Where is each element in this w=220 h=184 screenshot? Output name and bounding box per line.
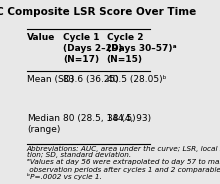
Text: ᵃValues at day 56 were extrapolated to day 57 to make the: ᵃValues at day 56 were extrapolated to d…	[27, 159, 220, 165]
Text: Abbreviations: AUC, area under the curve; LSR, local skin reac-: Abbreviations: AUC, area under the curve…	[27, 146, 220, 152]
Text: tion; SD, standard deviation.: tion; SD, standard deviation.	[27, 152, 131, 158]
Text: 40.5 (28.05)ᵇ: 40.5 (28.05)ᵇ	[107, 75, 166, 84]
Text: Value: Value	[27, 33, 55, 42]
Text: Cycle 1
(Days 2–29)
(N=17): Cycle 1 (Days 2–29) (N=17)	[63, 33, 122, 64]
Text: Mean (SD): Mean (SD)	[27, 75, 74, 84]
Text: 80 (28.5, 144.5): 80 (28.5, 144.5)	[63, 114, 136, 123]
Text: 38 (4, 93): 38 (4, 93)	[107, 114, 151, 123]
Text: Cycle 2
(Days 30–57)ᵃ
(N=15): Cycle 2 (Days 30–57)ᵃ (N=15)	[107, 33, 176, 64]
Text: AUC Composite LSR Score Over Time: AUC Composite LSR Score Over Time	[0, 7, 197, 17]
Text: observation periods after cycles 1 and 2 comparable (27 days).: observation periods after cycles 1 and 2…	[27, 166, 220, 173]
Text: Median
(range): Median (range)	[27, 114, 60, 134]
Text: 83.6 (36.25): 83.6 (36.25)	[63, 75, 119, 84]
Text: ᵇP=.0002 vs cycle 1.: ᵇP=.0002 vs cycle 1.	[27, 173, 102, 180]
